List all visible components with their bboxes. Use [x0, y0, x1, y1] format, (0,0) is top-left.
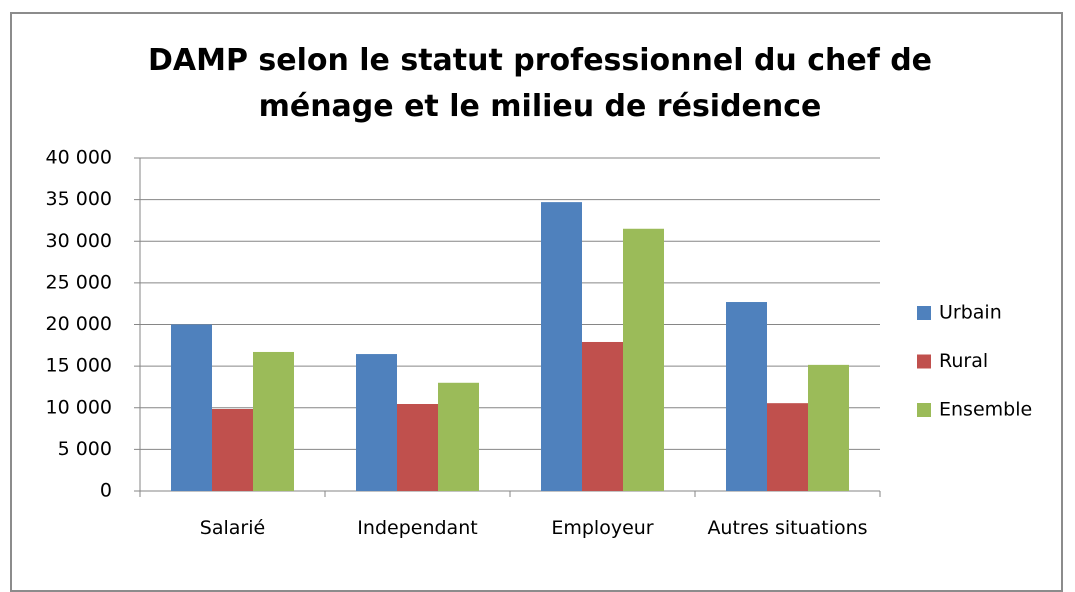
bar — [808, 364, 849, 491]
y-tick-label: 0 — [100, 480, 112, 502]
bar — [726, 302, 767, 491]
bar — [212, 408, 253, 491]
legend-label: Ensemble — [939, 399, 1032, 421]
bar — [767, 403, 808, 491]
y-tick-label: 10 000 — [46, 396, 112, 418]
bar — [438, 382, 479, 491]
y-tick-label: 20 000 — [46, 313, 112, 335]
y-tick-label: 15 000 — [46, 355, 112, 377]
y-tick-label: 25 000 — [46, 271, 112, 293]
y-tick-label: 40 000 — [46, 147, 112, 169]
legend-label: Rural — [939, 350, 988, 372]
bar — [541, 202, 582, 491]
x-tick-label: Employeur — [551, 517, 654, 539]
y-tick-label: 30 000 — [46, 230, 112, 252]
bar — [623, 228, 664, 491]
legend-label: Urbain — [939, 302, 1002, 324]
legend-swatch — [917, 354, 931, 369]
y-tick-label: 5 000 — [58, 438, 112, 460]
chart-frame — [10, 12, 1063, 592]
y-tick-label: 35 000 — [46, 188, 112, 210]
legend-swatch — [917, 403, 931, 417]
x-tick-label: Autres situations — [707, 517, 868, 539]
x-tick-label: Salarié — [199, 517, 266, 539]
bar — [253, 351, 294, 491]
bar — [582, 341, 623, 491]
chart-title: DAMP selon le statut professionnel du ch… — [147, 43, 933, 124]
legend-swatch — [917, 306, 931, 320]
x-tick-label: Independant — [357, 517, 478, 539]
bar — [397, 404, 438, 491]
bar — [356, 354, 397, 491]
bar — [171, 324, 212, 491]
